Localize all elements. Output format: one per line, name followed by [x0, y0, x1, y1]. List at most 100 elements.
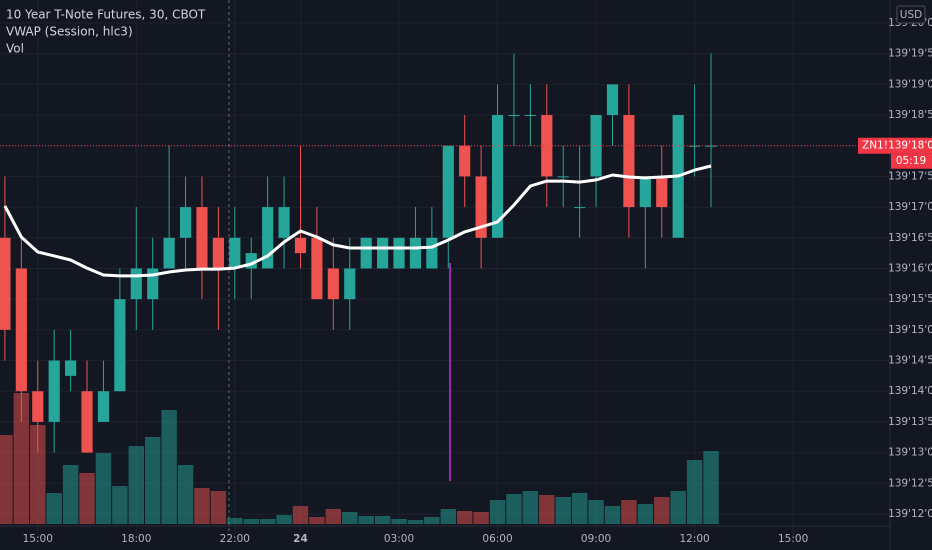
y-tick-label: 139'17'0 — [888, 201, 932, 213]
candle-body — [65, 360, 77, 376]
y-tick-label: 139'14'0 — [888, 385, 932, 397]
volume-bar — [243, 519, 259, 524]
y-tick-label: 139'12'0 — [888, 508, 932, 520]
last-price-box — [858, 137, 932, 154]
candle-body — [48, 360, 60, 422]
candle-body — [81, 391, 93, 453]
y-tick-label: 139'17'5 — [888, 170, 932, 182]
candle-body — [426, 237, 438, 269]
candle-body — [590, 115, 602, 177]
candle-body — [294, 237, 307, 254]
countdown-box — [891, 153, 932, 169]
candle-body — [262, 207, 274, 269]
x-tick-label: 03:00 — [384, 533, 414, 545]
candle-body — [32, 391, 44, 422]
volume-bar — [440, 509, 456, 524]
candle-body — [163, 237, 175, 269]
volume-bar — [539, 495, 555, 524]
volume-bar — [424, 517, 440, 524]
volume-bar — [407, 520, 424, 524]
volume-bar — [46, 493, 62, 524]
volume-bar — [325, 509, 342, 524]
volume-bar — [374, 516, 391, 524]
volume-bar — [259, 519, 276, 524]
x-tick-label: 09:00 — [581, 533, 611, 545]
candle-body — [327, 268, 339, 300]
y-tick-label: 139'13'5 — [888, 416, 932, 428]
candle-body — [574, 207, 586, 209]
candle-body — [97, 391, 110, 422]
volume-bar — [292, 506, 309, 524]
volume-bar — [637, 504, 654, 524]
candle-body — [278, 207, 290, 238]
volume-bar — [13, 393, 30, 524]
candle-body — [212, 237, 224, 269]
x-tick-label: 22:00 — [220, 533, 250, 545]
candle-body — [508, 115, 520, 117]
volume-bar — [342, 512, 358, 524]
candle-body — [459, 145, 471, 177]
y-tick-label: 139'15'0 — [888, 324, 932, 336]
y-tick-label: 139'16'0 — [888, 262, 932, 274]
volume-bar — [588, 500, 604, 524]
y-tick-label: 139'18'5 — [888, 109, 932, 121]
volume-bar — [128, 446, 145, 524]
volume-bar — [391, 519, 407, 524]
volume-bar — [79, 473, 95, 524]
candle-body — [0, 237, 11, 330]
volume-bar — [555, 497, 571, 524]
plot-area — [0, 53, 890, 524]
candle-body — [623, 115, 635, 208]
currency-box[interactable] — [896, 5, 926, 24]
countdown-label: 05:19 — [896, 155, 926, 167]
candle-body — [360, 237, 372, 269]
last-price-label: 139'18'0 — [888, 140, 932, 152]
volume-bar — [571, 493, 588, 524]
volume-bar — [194, 488, 210, 524]
candle-body — [475, 176, 487, 238]
volume-bar — [62, 465, 79, 524]
candle-body — [114, 299, 126, 392]
candle-body — [639, 176, 651, 208]
volume-bar — [145, 437, 161, 524]
candle-body — [409, 237, 422, 269]
volume-bar — [210, 491, 227, 524]
chart-title: 10 Year T-Note Futures, 30, CBOT — [6, 8, 206, 22]
volume-bar — [621, 500, 637, 524]
y-tick-label: 139'19'0 — [888, 78, 932, 90]
candle-body — [689, 145, 701, 147]
currency: USD — [900, 9, 922, 21]
x-tick-label: 06:00 — [482, 533, 512, 545]
candle-body — [557, 176, 569, 178]
x-tick-label: 24 — [293, 533, 308, 545]
x-tick-label: 15:00 — [23, 533, 53, 545]
candle-body — [15, 268, 27, 392]
volume-bar — [309, 517, 325, 524]
symbol-label: ZN1! — [862, 140, 888, 152]
y-tick-label: 139'12'5 — [888, 477, 932, 489]
candle-body — [377, 237, 389, 269]
volume-bar — [522, 491, 539, 524]
candle-body — [147, 268, 159, 300]
volume-bar — [358, 516, 374, 524]
vwap-line — [3, 164, 712, 278]
volume-bar — [30, 425, 46, 524]
volume-bar — [276, 515, 292, 524]
volume-bar — [670, 491, 686, 524]
volume-legend: Vol — [6, 42, 24, 56]
x-tick-label: 12:00 — [679, 533, 709, 545]
volume-bar — [604, 506, 621, 524]
volume-bar — [686, 460, 703, 524]
candle-body — [196, 207, 208, 269]
volume-bar — [703, 451, 719, 524]
candle-body — [442, 145, 454, 238]
volume-bar — [112, 486, 128, 524]
y-tick-label: 139'13'0 — [888, 447, 932, 459]
volume-bar — [227, 518, 243, 524]
axes: 139'12'0 139'12'5 139'13'0 139'13'5 139'14'0… — [23, 17, 932, 545]
candle-body — [130, 268, 142, 300]
candle-body — [393, 237, 405, 269]
candle-body — [344, 268, 356, 300]
volume-bar — [456, 511, 473, 524]
